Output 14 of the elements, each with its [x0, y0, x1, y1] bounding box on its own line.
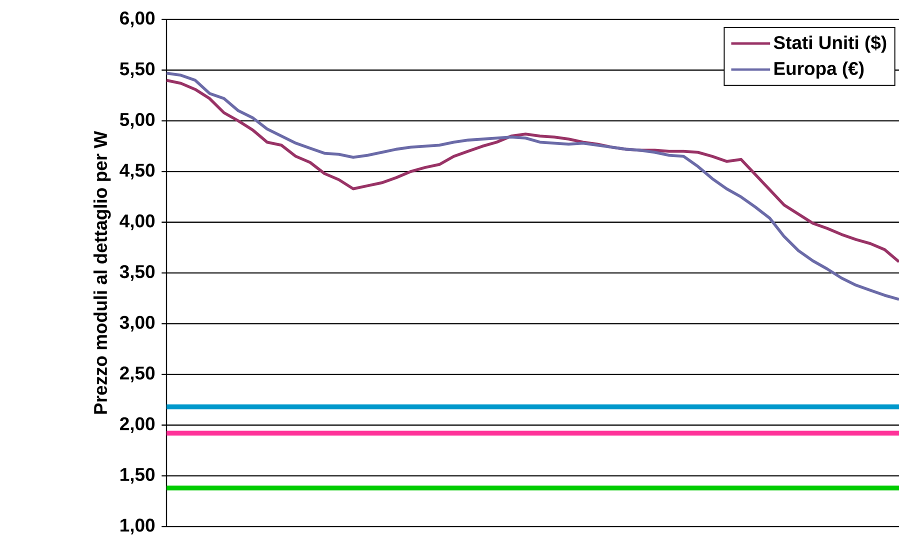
y-tick-label: 4,00: [120, 214, 155, 230]
legend-label: Stati Uniti ($): [774, 35, 886, 53]
y-tick-label: 4,50: [120, 164, 155, 180]
y-tick-label: 5,50: [120, 62, 155, 78]
y-tick-label: 1,50: [120, 468, 155, 484]
y-tick-label: 6,00: [120, 11, 155, 28]
y-tick-label: 3,50: [120, 264, 155, 281]
legend-label: Europa (€): [774, 61, 864, 79]
y-tick-label: 3,00: [120, 316, 155, 332]
y-tick-label: 2,50: [120, 366, 155, 382]
y-tick-label: 2,00: [120, 417, 155, 433]
y-axis-title: Prezzo moduli al dettaglio per W: [93, 130, 111, 414]
y-tick-label: 1,00: [120, 518, 155, 534]
y-tick-label: 5,00: [120, 112, 155, 129]
